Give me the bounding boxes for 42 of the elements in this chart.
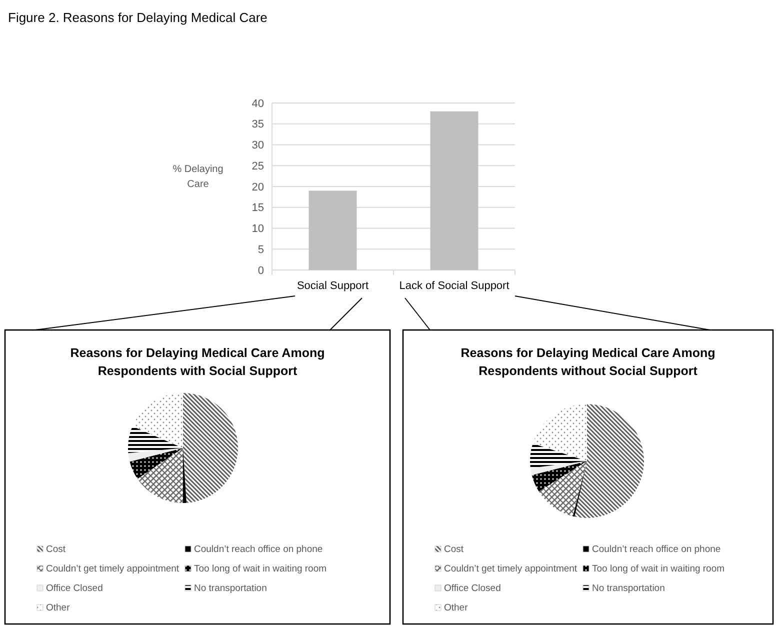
text: Figure 2. Reasons for Delaying Medical Care: [8, 10, 268, 25]
pie-slice: [530, 461, 587, 476]
y-tick-label: 35: [252, 118, 264, 131]
pie-slice: [538, 461, 587, 516]
pie-slice: [532, 404, 587, 461]
x-tick-label: Social Support: [296, 280, 369, 292]
legend-label: Couldn’t get timely appointment: [444, 564, 578, 574]
pie-slice: [130, 448, 183, 479]
pie-slice: [532, 461, 587, 492]
y-tick-label: 10: [252, 223, 264, 236]
pie-slice: [128, 448, 183, 462]
legend-label: Office Closed: [444, 583, 501, 594]
y-tick-label: 40: [252, 98, 264, 110]
legend-label: No transportation: [592, 583, 665, 594]
pie-slice: [183, 393, 238, 503]
pie-slice: [128, 426, 183, 454]
legend-label: Other: [46, 602, 70, 614]
legend-label: Office Closed: [46, 583, 103, 594]
y-tick-label: 25: [252, 160, 264, 172]
x-tick-label: Lack of Social Support: [399, 280, 510, 292]
chart-title: Reasons for Delaying Medical Care Among Respondents without Social Support: [460, 346, 716, 378]
legend-label: Cost: [444, 544, 464, 555]
legend-label: No transportation: [194, 583, 267, 594]
chart-title: Reasons for Delaying Medical Care Among Respondents with Social Support: [70, 346, 325, 378]
y-tick-label: 20: [252, 181, 264, 194]
y-tick-label: 15: [252, 202, 264, 214]
legend-label: Cost: [46, 544, 66, 555]
legend-label: Too long of wait in waiting room: [592, 564, 725, 574]
pie-slice: [132, 393, 183, 448]
y-tick-label: 5: [258, 244, 264, 256]
pie-slice: [572, 461, 587, 517]
y-axis-title: % Delaying Care: [172, 164, 224, 190]
legend-label: Couldn’t reach office on phone: [592, 544, 721, 555]
legend-label: Too long of wait in waiting room: [194, 564, 327, 574]
y-tick-label: 30: [252, 140, 264, 152]
pie-slice: [530, 443, 587, 468]
pie-slice: [138, 448, 183, 503]
legend-label: Other: [444, 602, 468, 614]
legend-label: Couldn’t reach office on phone: [194, 544, 323, 555]
legend-label: Couldn’t get timely appointment: [46, 564, 180, 574]
y-tick-label: 0: [258, 264, 264, 277]
pie-slice: [574, 404, 644, 518]
